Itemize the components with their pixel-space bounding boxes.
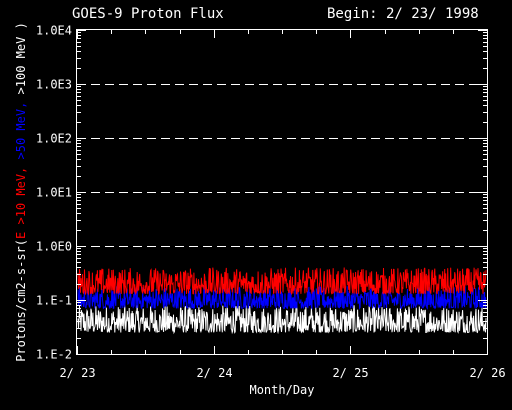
y-tick-label: 1.0E4 bbox=[36, 24, 72, 38]
y-axis-ticks: 1.E-2 1.E-1 1.0E0 1.0E1 1.0E2 1.0E3 1.0E4 bbox=[36, 24, 487, 362]
y-tick-label: 1.0E2 bbox=[36, 132, 72, 146]
y-tick-label: 1.0E3 bbox=[36, 78, 72, 92]
plot-frame bbox=[76, 29, 488, 355]
x-tick-label: 2/ 25 bbox=[332, 366, 368, 380]
flux-series-line bbox=[77, 267, 487, 296]
y-tick-label: 1.E-1 bbox=[36, 294, 72, 308]
gridlines bbox=[77, 84, 487, 247]
chart-title: GOES-9 Proton Flux bbox=[72, 6, 224, 22]
flux-series-line bbox=[77, 284, 487, 311]
y-tick-label: 1.0E0 bbox=[36, 240, 72, 254]
y-axis-label-part: >100 MeV ) bbox=[14, 22, 28, 94]
y-axis-label-part: >50 MeV, bbox=[14, 94, 28, 159]
x-tick-label: 2/ 23 bbox=[59, 366, 95, 380]
flux-series-line bbox=[77, 305, 487, 335]
x-tick-label: 2/ 26 bbox=[469, 366, 505, 380]
chart-subtitle: Begin: 2/ 23/ 1998 bbox=[327, 6, 479, 22]
y-tick-label: 1.0E1 bbox=[36, 186, 72, 200]
data-series bbox=[77, 267, 487, 335]
x-axis-ticks: 2/ 23 2/ 24 2/ 25 2/ 26 bbox=[59, 30, 506, 380]
y-axis-label-part: Protons/cm2-s-sr( bbox=[14, 239, 28, 362]
y-axis-label-part: E >10 MeV, bbox=[14, 159, 28, 238]
y-axis-label: Protons/cm2-s-sr(E >10 MeV, >50 MeV, >10… bbox=[14, 22, 28, 362]
x-tick-label: 2/ 24 bbox=[196, 366, 232, 380]
y-tick-label: 1.E-2 bbox=[36, 348, 72, 362]
x-axis-label: Month/Day bbox=[249, 383, 314, 397]
